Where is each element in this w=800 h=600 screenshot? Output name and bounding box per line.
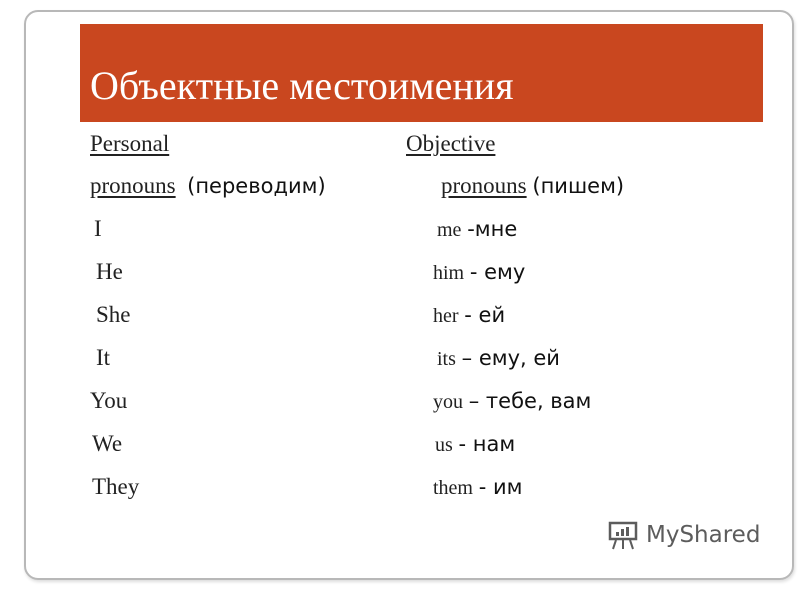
- personal-pronoun: I: [94, 216, 102, 241]
- header-note-left: (переводим): [187, 174, 326, 198]
- myshared-watermark: MyShared: [606, 520, 760, 550]
- header-objective-2: pronouns (пишем): [441, 173, 624, 199]
- personal-pronoun: She: [96, 302, 131, 327]
- objective-pronoun: me: [437, 219, 462, 241]
- translation: - нам: [458, 432, 516, 456]
- personal-pronoun: We: [92, 431, 123, 456]
- objective-pronoun: him: [433, 262, 465, 284]
- personal-pronoun: It: [96, 345, 111, 370]
- personal-pronoun: You: [90, 388, 128, 413]
- personal-pronoun: He: [96, 259, 123, 284]
- translation: - ему: [469, 260, 526, 284]
- watermark-text: MyShared: [646, 522, 761, 548]
- translation: – тебе, вам: [468, 389, 592, 413]
- slide-title: Объектные местоимения: [90, 63, 514, 108]
- objective-pronoun-row: them - им: [433, 474, 523, 500]
- header-personal-2: pronouns (переводим): [90, 173, 326, 199]
- objective-pronoun-row: its – ему, ей: [437, 345, 560, 371]
- header-pronouns-right: pronouns: [441, 173, 527, 198]
- objective-pronoun-row: her - ей: [433, 302, 505, 328]
- objective-pronoun-row: you – тебе, вам: [433, 388, 591, 414]
- slide-frame: [24, 10, 794, 580]
- translation: - им: [478, 475, 523, 499]
- header-note-right: (пишем): [532, 174, 625, 198]
- translation: -мне: [467, 217, 518, 241]
- objective-pronoun: its: [437, 348, 456, 370]
- objective-pronoun-row: him - ему: [433, 259, 525, 285]
- header-pronouns-left: pronouns: [90, 173, 176, 198]
- objective-pronoun-row: us - нам: [435, 431, 515, 457]
- presentation-board-icon: [608, 521, 638, 550]
- title-bar: Объектные местоимения: [80, 24, 763, 122]
- header-objective: Objective: [406, 131, 496, 156]
- personal-pronoun: They: [92, 474, 140, 499]
- objective-pronoun-row: me -мне: [437, 216, 517, 242]
- objective-pronoun: you: [433, 391, 463, 413]
- objective-pronoun: them: [433, 477, 473, 499]
- objective-pronoun: her: [433, 305, 459, 327]
- translation: - ей: [464, 303, 506, 327]
- translation: – ему, ей: [461, 346, 560, 370]
- header-personal: Personal: [90, 131, 170, 156]
- objective-pronoun: us: [435, 434, 453, 456]
